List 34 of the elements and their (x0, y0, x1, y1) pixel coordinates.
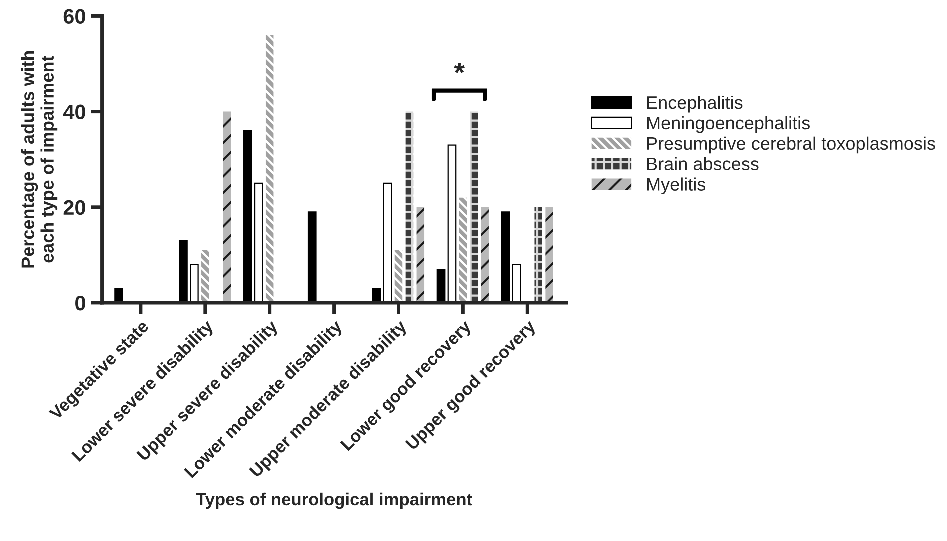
bar (223, 112, 232, 303)
bar (179, 240, 188, 303)
bar (470, 112, 478, 303)
y-tick-label: 40 (63, 104, 86, 120)
bar (114, 288, 124, 303)
bar (534, 207, 542, 303)
bar (394, 250, 403, 303)
bar (512, 264, 522, 303)
bar (308, 212, 317, 303)
bar (202, 250, 210, 303)
bar (481, 207, 489, 303)
bar (383, 182, 392, 303)
x-axis-title: Types of neurological impairment (196, 492, 472, 510)
legend-label: Brain abscess (647, 157, 759, 171)
legend-label: Myelitis (647, 178, 706, 195)
bar (436, 268, 446, 303)
bar (406, 112, 414, 303)
legend-label: Encephalitis (647, 96, 743, 113)
bar (244, 130, 252, 303)
bar (254, 182, 264, 303)
y-axis-title: Percentage of adults with each type of impairment (21, 51, 58, 268)
bar (459, 198, 468, 303)
annotation: * (454, 63, 465, 74)
y-tick-label: 20 (64, 200, 86, 216)
legend-label: Presumptive cerebral toxoplasmosis (647, 136, 936, 154)
y-tick-label: 0 (76, 296, 86, 311)
bar (501, 212, 510, 303)
bar (448, 144, 457, 303)
y-tick-label: 60 (64, 9, 86, 24)
legend-label: Meningoencephalitis (647, 116, 810, 134)
bar (416, 207, 425, 303)
bar (266, 35, 274, 303)
bar (546, 207, 554, 303)
bar (190, 264, 199, 303)
